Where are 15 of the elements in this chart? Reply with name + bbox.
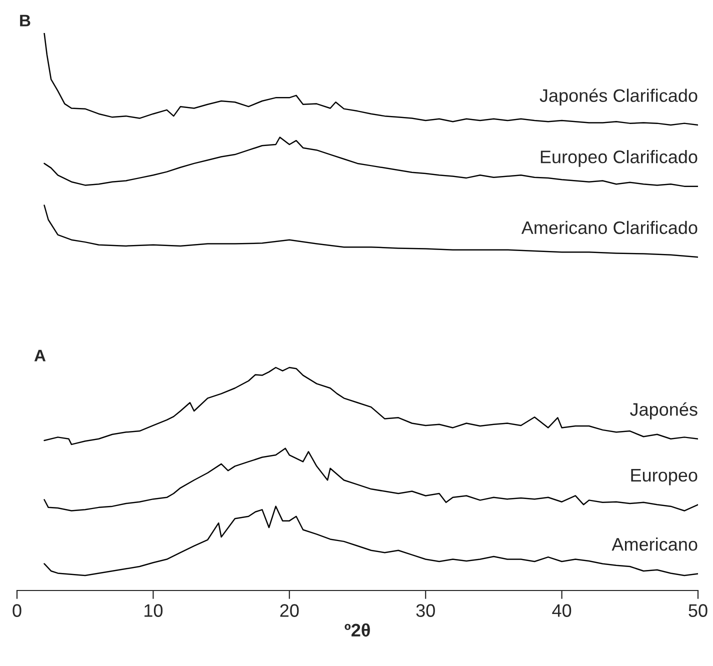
- annotation: A: [34, 350, 46, 362]
- x-tick-label: 10: [144, 604, 163, 617]
- series-label: Japonés: [630, 402, 698, 420]
- x-tick-label: 30: [416, 604, 435, 617]
- text: B: [20, 14, 30, 26]
- x-tick-label: 20: [280, 604, 299, 617]
- x-axis-title: º2θ: [344, 623, 370, 637]
- x-tick-label: 0: [12, 604, 22, 617]
- series-label: Europeo Clarificado: [540, 150, 698, 167]
- x-tick-label: 40: [552, 604, 572, 617]
- series-label: Japonés Clarificado: [540, 88, 698, 106]
- series-label: Americano Clarificado: [521, 220, 698, 234]
- x-tick-label: 50: [688, 604, 708, 617]
- series-label: Europeo: [631, 469, 698, 486]
- series-label: Americano: [612, 538, 698, 551]
